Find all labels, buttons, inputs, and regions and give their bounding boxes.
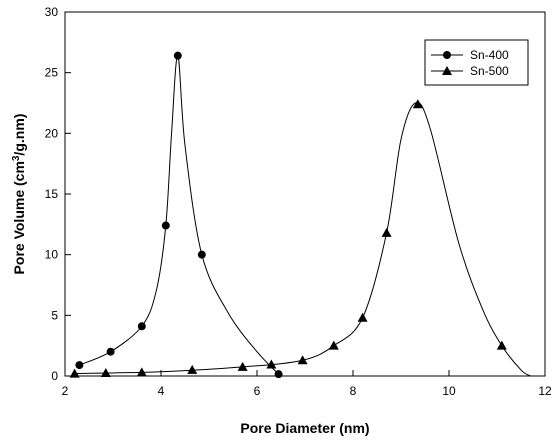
x-tick-label: 8 <box>350 384 357 398</box>
y-tick-label: 10 <box>45 248 59 262</box>
y-tick-label: 25 <box>45 66 59 80</box>
legend-label-sn-400: Sn-400 <box>470 48 509 62</box>
y-tick-label: 5 <box>51 308 58 322</box>
x-tick-label: 4 <box>158 384 165 398</box>
data-point-sn-500 <box>100 367 111 377</box>
data-point-sn-500 <box>136 367 147 377</box>
data-point-sn-400 <box>161 221 170 230</box>
x-tick-label: 10 <box>442 384 456 398</box>
x-tick-label: 12 <box>538 384 552 398</box>
x-axis-title: Pore Diameter (nm) <box>240 420 369 436</box>
data-point-sn-500 <box>357 312 368 322</box>
plot-area: 2 4 6 8 10 12 0 5 10 15 20 25 30 <box>45 5 552 398</box>
legend-box <box>424 39 529 86</box>
data-point-sn-500 <box>328 340 339 350</box>
data-point-sn-500 <box>237 361 248 371</box>
y-axis-title: Pore Volume (cm3/g.nm) <box>11 114 27 275</box>
y-tick-label: 0 <box>51 369 58 383</box>
data-point-sn-500 <box>266 359 277 369</box>
y-tick-label: 20 <box>45 126 59 140</box>
y-tick-label: 15 <box>45 187 59 201</box>
data-point-sn-500 <box>297 355 308 365</box>
legend: Sn-400 Sn-500 <box>424 39 529 86</box>
data-point-sn-500 <box>187 364 198 374</box>
x-tick-label: 2 <box>62 384 69 398</box>
legend-marker-sn-400 <box>443 51 451 59</box>
data-point-sn-400 <box>106 347 115 356</box>
data-point-sn-400 <box>75 361 84 370</box>
data-point-sn-500 <box>412 99 423 109</box>
legend-marker-sn-500 <box>442 66 452 75</box>
y-axis-title-tail: /g.nm) <box>11 114 27 156</box>
data-point-sn-500 <box>496 340 507 350</box>
y-axis-title-superscript: 3 <box>11 155 22 161</box>
data-point-sn-500 <box>69 368 80 378</box>
y-axis-title-main: Pore Volume (cm <box>11 161 27 274</box>
data-point-sn-400 <box>274 370 283 379</box>
y-tick-label: 30 <box>45 5 59 19</box>
data-point-sn-500 <box>381 227 392 237</box>
x-tick-label: 6 <box>254 384 261 398</box>
series-line-sn-500 <box>74 102 531 377</box>
data-point-sn-400 <box>173 51 182 60</box>
data-point-sn-400 <box>197 250 206 259</box>
data-point-sn-400 <box>137 322 146 331</box>
legend-label-sn-500: Sn-500 <box>470 64 509 78</box>
